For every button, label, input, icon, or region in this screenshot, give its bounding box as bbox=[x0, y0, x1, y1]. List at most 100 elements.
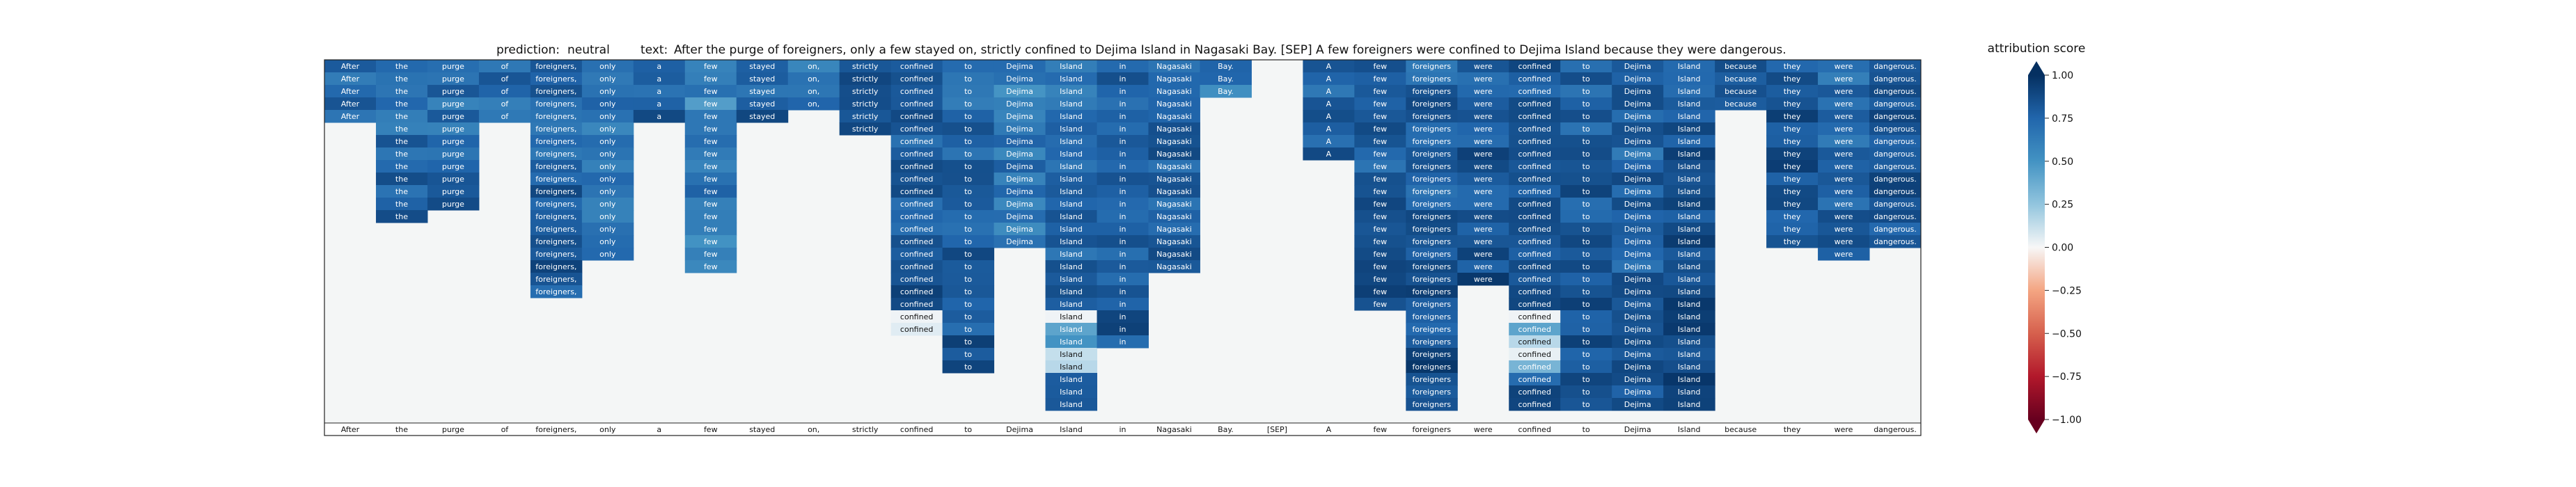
heatmap-cell bbox=[1097, 135, 1149, 148]
heatmap-cell bbox=[1612, 110, 1664, 123]
heatmap-cell bbox=[1457, 97, 1509, 111]
heatmap-cell-label: in bbox=[1119, 62, 1126, 71]
heatmap-cell bbox=[1148, 160, 1200, 173]
heatmap-cell-label: purge bbox=[442, 187, 464, 196]
heatmap-cell bbox=[1457, 273, 1509, 286]
heatmap-cell-label: only bbox=[599, 175, 616, 184]
heatmap-cell-label: they bbox=[1784, 175, 1801, 184]
heatmap-cell-label: to bbox=[964, 187, 972, 196]
heatmap-cell bbox=[1509, 360, 1561, 374]
heatmap-cell-label: in bbox=[1119, 275, 1126, 284]
heatmap-cell-label: confined bbox=[900, 74, 933, 83]
heatmap-cell-label: in bbox=[1119, 150, 1126, 159]
heatmap-cell bbox=[1406, 323, 1458, 336]
heatmap-cell bbox=[1148, 260, 1200, 273]
heatmap-cell-label: were bbox=[1474, 112, 1493, 121]
heatmap-cell-label: Dejima bbox=[1624, 187, 1651, 196]
heatmap-cell-label: strictly bbox=[852, 125, 879, 134]
heatmap-cell-label: Dejima bbox=[1624, 112, 1651, 121]
heatmap-cell-label: few bbox=[1374, 125, 1388, 134]
heatmap-cell bbox=[994, 210, 1046, 223]
heatmap-cell bbox=[994, 60, 1046, 73]
heatmap-cell-label: to bbox=[1582, 287, 1590, 296]
heatmap-cell bbox=[1766, 110, 1819, 123]
heatmap-cell bbox=[1509, 147, 1561, 161]
heatmap-cell bbox=[684, 97, 737, 111]
heatmap-cell-label: to bbox=[1582, 337, 1590, 346]
heatmap-cell bbox=[890, 97, 943, 111]
heatmap-cell-label: Island bbox=[1060, 362, 1083, 372]
heatmap-cell bbox=[942, 135, 995, 148]
heatmap-cell bbox=[1354, 198, 1406, 211]
x-tick-label: were bbox=[1835, 425, 1853, 434]
heatmap-cell bbox=[530, 110, 583, 123]
heatmap-cell-label: Dejima bbox=[1624, 237, 1651, 246]
heatmap-cell bbox=[1869, 147, 1922, 161]
heatmap-cell bbox=[1045, 160, 1098, 173]
heatmap-cell bbox=[1663, 285, 1715, 298]
heatmap-cell bbox=[890, 260, 943, 273]
heatmap-cell bbox=[1045, 298, 1098, 311]
heatmap-cell bbox=[1663, 147, 1715, 161]
heatmap-cell-label: confined bbox=[900, 287, 933, 296]
heatmap-cell bbox=[1560, 72, 1612, 86]
heatmap-cell-label: dangerous. bbox=[1874, 225, 1917, 234]
heatmap-cell-label: Island bbox=[1678, 337, 1701, 346]
heatmap-cell bbox=[1148, 235, 1200, 248]
heatmap-cell bbox=[1715, 60, 1767, 73]
heatmap-cell bbox=[1509, 298, 1561, 311]
heatmap-cell bbox=[1097, 110, 1149, 123]
heatmap-cell-label: confined bbox=[1518, 99, 1551, 109]
heatmap-cell-label: stayed bbox=[749, 99, 775, 109]
heatmap-cell-label: dangerous. bbox=[1874, 87, 1917, 96]
heatmap-cell bbox=[1818, 85, 1870, 98]
heatmap-cell bbox=[1509, 185, 1561, 198]
heatmap-cell bbox=[530, 135, 583, 148]
heatmap-cell bbox=[890, 160, 943, 173]
heatmap-cell-label: Dejima bbox=[1624, 262, 1651, 271]
heatmap-cell-label: confined bbox=[900, 62, 933, 71]
heatmap-cell-label: Dejima bbox=[1624, 275, 1651, 284]
heatmap-cell bbox=[1509, 97, 1561, 111]
heatmap-cell bbox=[787, 72, 840, 86]
heatmap-cell bbox=[994, 173, 1046, 186]
heatmap-cell bbox=[1045, 398, 1098, 411]
x-tick-label: the bbox=[395, 425, 408, 434]
heatmap-cell bbox=[1509, 135, 1561, 148]
heatmap-cell bbox=[684, 60, 737, 73]
heatmap-cell bbox=[1406, 210, 1458, 223]
heatmap-cell bbox=[1045, 85, 1098, 98]
colorbar-label: attribution score bbox=[1988, 42, 2086, 56]
heatmap-cell bbox=[581, 85, 634, 98]
heatmap-cell bbox=[1045, 147, 1098, 161]
heatmap-cell bbox=[1818, 97, 1870, 111]
heatmap-cell-label: only bbox=[599, 74, 616, 83]
heatmap-cell-label: were bbox=[1474, 250, 1493, 259]
heatmap-cell-label: foreigners, bbox=[535, 212, 576, 221]
heatmap-cell-label: in bbox=[1119, 250, 1126, 259]
heatmap-cell bbox=[942, 198, 995, 211]
heatmap-cell-label: Island bbox=[1060, 112, 1083, 121]
heatmap-cell bbox=[1818, 160, 1870, 173]
heatmap-cell-label: Island bbox=[1678, 300, 1701, 309]
heatmap-cell-label: to bbox=[964, 125, 972, 134]
heatmap-cell-label: Island bbox=[1678, 87, 1701, 96]
heatmap-cell-label: purge bbox=[442, 150, 464, 159]
heatmap-cell bbox=[1354, 260, 1406, 273]
heatmap-cell bbox=[530, 223, 583, 236]
heatmap-cell-label: because bbox=[1725, 62, 1757, 71]
heatmap-cell-label: Nagasaki bbox=[1156, 250, 1192, 259]
heatmap-cell bbox=[684, 198, 737, 211]
heatmap-cell-label: few bbox=[704, 225, 718, 234]
heatmap-cell bbox=[994, 135, 1046, 148]
heatmap-cell-label: confined bbox=[900, 262, 933, 271]
heatmap-cell-label: to bbox=[964, 212, 972, 221]
heatmap-cell bbox=[1560, 323, 1612, 336]
heatmap-cell bbox=[1097, 285, 1149, 298]
heatmap-cell-label: foreigners, bbox=[535, 74, 576, 83]
heatmap-cell-label: dangerous. bbox=[1874, 99, 1917, 109]
heatmap-cell-label: confined bbox=[900, 187, 933, 196]
heatmap-cell-label: they bbox=[1784, 74, 1801, 83]
heatmap-cell bbox=[427, 160, 480, 173]
heatmap-cell bbox=[1097, 185, 1149, 198]
